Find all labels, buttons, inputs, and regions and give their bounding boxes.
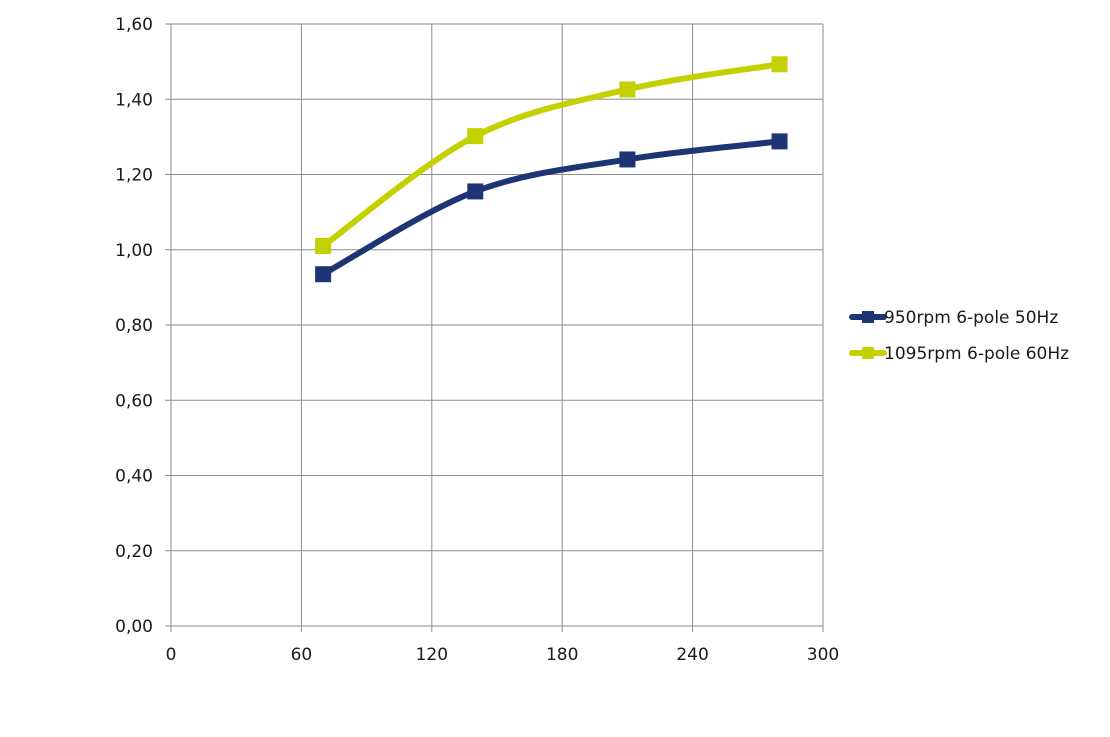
x-tick-label: 120 [416,645,448,665]
y-tick-label: 1,60 [115,15,153,35]
data-point-marker [619,81,636,98]
y-tick-label: 0,00 [115,617,153,637]
x-tick-label: 0 [166,645,177,665]
data-point-marker [467,128,484,145]
series-line [320,61,783,249]
data-point-marker [467,183,484,200]
legend-swatch-marker [862,347,874,359]
data-point-marker [771,56,788,73]
y-tick-label: 0,20 [115,542,153,562]
legend: 950rpm 6-pole 50Hz 1095rpm 6-pole 60Hz [849,308,1069,364]
y-tick-label: 0,80 [115,316,153,336]
y-axis-tick-labels: 0,00 0,20 0,40 0,60 0,80 1,00 1,20 1,40 1,60 [115,15,153,637]
series-line [320,138,783,278]
legend-swatch-marker [862,311,874,323]
y-tick-label: 0,40 [115,467,153,487]
y-tick-label: 1,20 [115,166,153,186]
x-tick-label: 60 [291,645,313,665]
x-axis-tick-labels: 0 60 120 180 240 300 [166,645,840,665]
data-point-marker [315,266,332,283]
y-tick-label: 1,00 [115,241,153,261]
series-layer [315,56,788,283]
x-tick-label: 240 [676,645,708,665]
y-tick-label: 0,60 [115,391,153,411]
x-tick-label: 300 [807,645,839,665]
legend-label: 950rpm 6-pole 50Hz [884,308,1058,328]
legend-label: 1095rpm 6-pole 60Hz [884,344,1069,364]
data-point-marker [315,237,332,254]
y-tick-label: 1,40 [115,90,153,110]
x-tick-label: 180 [546,645,578,665]
data-point-marker [771,133,788,150]
data-point-marker [619,151,636,168]
grid-lines [165,23,824,632]
